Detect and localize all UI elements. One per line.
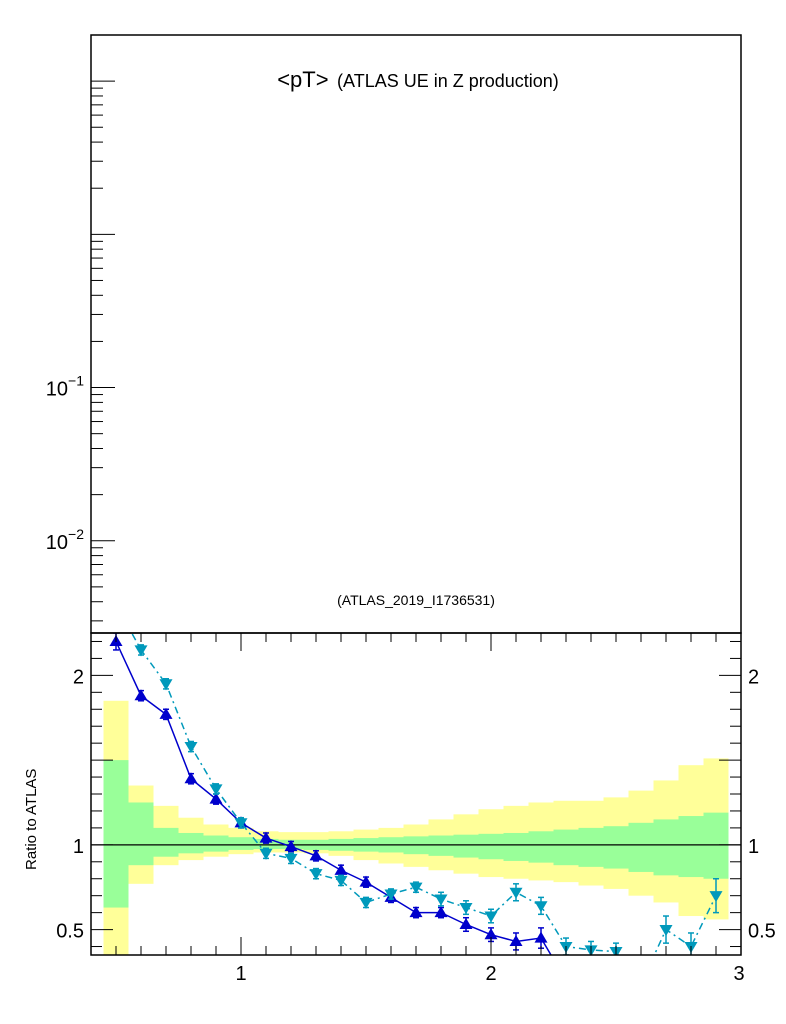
sim1-marker [509, 934, 523, 946]
inner-band-bin [153, 827, 179, 857]
sim2-marker [284, 853, 298, 865]
sim1-marker [309, 849, 323, 861]
ratio-x-tick-label: 2 [485, 963, 496, 985]
ratio-x-tick-label: 1 [235, 963, 246, 985]
sim2-marker [110, 600, 123, 611]
sim1-marker [534, 931, 548, 943]
sim1-marker [284, 840, 298, 852]
sim1-marker [259, 831, 273, 843]
sim1-marker [159, 707, 173, 719]
uncertainty-bands [103, 700, 729, 955]
sim2-marker [309, 869, 323, 881]
main-plot-title: <pT> (ATLAS UE in Z production) [277, 67, 559, 92]
sim2-marker [534, 901, 548, 913]
inner-band-bin [578, 827, 604, 867]
sim1-marker [359, 875, 373, 887]
ratio-x-tick-label: 3 [733, 963, 744, 985]
inner-band-bin [178, 832, 204, 854]
sim1-marker [184, 772, 198, 784]
ratio-y-axis-label: Ratio to ATLAS [23, 769, 40, 870]
ratio-axis-tick-labels: 0.5 0.5 1 1 2 2 1 2 3 [56, 666, 776, 985]
inner-band-bin [503, 832, 529, 861]
inner-band-bin [453, 834, 479, 858]
inner-band-bin [528, 831, 554, 863]
inner-band-bin [653, 819, 679, 876]
sim2-marker [159, 679, 173, 691]
sim2-marker [434, 894, 448, 906]
ratio-panel: 0.5 0.5 1 1 2 2 1 2 3 Ratio to ATLAS [23, 600, 776, 990]
sim1-marker [134, 689, 148, 701]
sim2-marker [635, 979, 648, 990]
ratio-y-tick-label: 0.5 [56, 921, 84, 943]
sim1-marker [334, 863, 348, 875]
sim2-marker [134, 645, 148, 657]
sim2-marker [209, 784, 223, 796]
sim2-marker [184, 741, 198, 754]
sim2-marker [384, 889, 398, 901]
sim2-marker [709, 891, 723, 903]
inner-band-bin [128, 802, 154, 866]
sim2-marker [459, 902, 473, 915]
inner-band-bin [428, 835, 454, 856]
inner-band-bin [253, 838, 279, 850]
sim1-marker [209, 792, 223, 804]
main-panel: <pT> (ATLAS UE in Z production) (ATLAS_2… [46, 34, 742, 634]
ratio-y-tick-label: 2 [73, 666, 84, 688]
series-layer [109, 600, 723, 990]
sim2-marker [659, 925, 673, 937]
sim2-marker [409, 882, 423, 894]
inner-band-bin [103, 760, 129, 908]
sim2-marker [259, 848, 273, 860]
sim2-marker [509, 887, 523, 899]
main-y-tick-label: 10−1 [46, 373, 84, 401]
sim1-marker [560, 974, 573, 985]
sim2-marker [334, 875, 348, 887]
sim1-marker [459, 917, 473, 930]
ratio-y-tick-label: 1 [73, 836, 84, 858]
sim1-marker [484, 928, 498, 940]
ratio-y-tick-label-right: 1 [748, 836, 759, 858]
ratio-y-tick-label-right: 0.5 [748, 921, 776, 943]
analysis-id-label: (ATLAS_2019_I1736531) [337, 592, 495, 608]
inner-band-bin [228, 837, 254, 850]
main-plot-frame [90, 34, 742, 634]
sim2-line [130, 633, 717, 955]
sim1-marker [434, 906, 448, 918]
sim2-marker [484, 911, 498, 923]
sim1-marker [409, 906, 423, 918]
inner-band-bin [603, 826, 629, 869]
main-y-tick-labels: 10−1 10−2 [46, 373, 84, 554]
main-plot-title-observable: <pT> [277, 67, 328, 92]
main-y-tick-label: 10−2 [46, 526, 84, 554]
main-y-ticks [91, 34, 115, 622]
inner-band-bin [553, 829, 579, 866]
inner-band-bin [678, 816, 704, 878]
inner-band-bin [478, 833, 504, 860]
sim2-marker [359, 897, 373, 909]
inner-band-bin [203, 835, 229, 852]
ratio-y-tick-label-right: 2 [748, 666, 759, 688]
sim2-marker [234, 818, 248, 830]
main-plot-title-process: (ATLAS UE in Z production) [337, 71, 559, 91]
inner-band-bin [628, 822, 654, 872]
ratio-axis-ticks [91, 633, 741, 955]
inner-band-bin [703, 812, 729, 879]
